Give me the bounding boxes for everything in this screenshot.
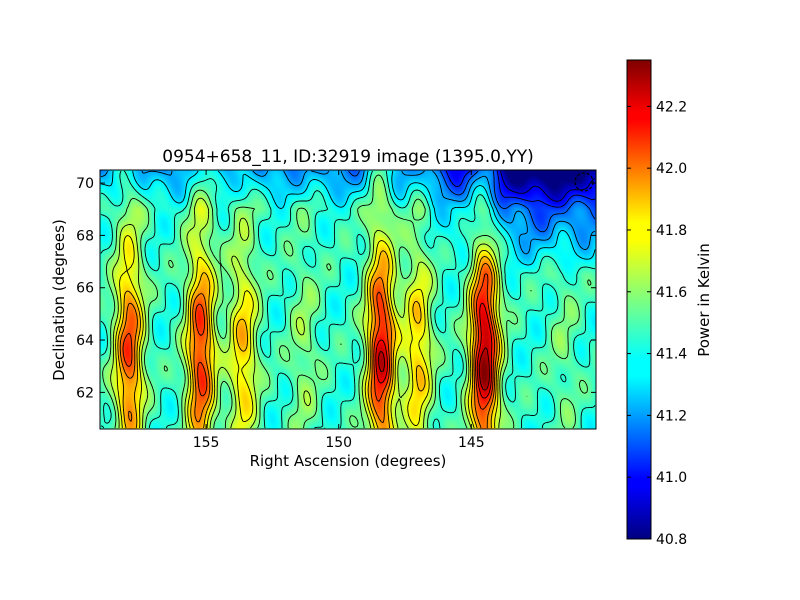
y-tick-label: 68 <box>76 228 94 244</box>
contour-line <box>115 235 503 429</box>
y-tick-label: 64 <box>76 333 94 349</box>
x-axis-label: Right Ascension (degrees) <box>250 452 447 470</box>
colorbar-tick-label: 41.0 <box>656 470 687 486</box>
x-tick-label: 145 <box>458 435 485 451</box>
contour-line <box>110 197 506 429</box>
colorbar-tick-label: 42.2 <box>656 99 687 115</box>
y-tick-label: 70 <box>76 176 94 192</box>
contour-line <box>445 170 596 208</box>
colorbar-gradient <box>626 59 652 540</box>
contour-line <box>100 170 596 266</box>
colorbar-tick-label: 41.8 <box>656 223 687 239</box>
contour-line <box>499 170 596 202</box>
x-tick-label: 150 <box>325 435 352 451</box>
colorbar-label: Power in Kelvin <box>695 243 713 357</box>
colorbar-tick-label: 42.0 <box>656 161 687 177</box>
contour-line <box>119 262 498 429</box>
colorbar-tick-label: 41.2 <box>656 408 687 424</box>
colorbar: 40.8 41.0 41.2 41.4 41.6 41.8 42.0 42.2 Power i… <box>626 59 713 548</box>
contour-line <box>375 302 493 399</box>
contour-line <box>378 347 490 391</box>
heatmap-image <box>100 170 596 429</box>
contour-line <box>122 273 496 410</box>
colorbar-tick-label: 41.4 <box>656 347 687 363</box>
contour-line <box>117 250 500 429</box>
beam-circle-marker <box>574 172 594 192</box>
colorbar-tick-label: 41.6 <box>656 285 687 301</box>
heatmap-raster <box>100 170 596 429</box>
contour-line <box>348 170 596 233</box>
plot-frame <box>99 169 597 430</box>
colorbar-tick-label: 40.8 <box>656 532 687 548</box>
colorbar-ticks: 40.8 41.0 41.2 41.4 41.6 41.8 42.0 42.2 <box>627 99 687 548</box>
y-axis-ticks: 62 64 66 68 70 <box>76 176 596 401</box>
contour-line <box>102 174 592 429</box>
chart-title: 0954+658_11, ID:32919 image (1395.0,YY) <box>162 147 534 167</box>
y-tick-label: 66 <box>76 281 94 297</box>
contour-line <box>100 170 596 429</box>
x-axis-ticks: 155 150 145 <box>193 170 485 451</box>
contour-lines <box>100 170 596 429</box>
y-tick-label: 62 <box>76 385 94 401</box>
x-tick-label: 155 <box>193 435 220 451</box>
y-axis-label: Declination (degrees) <box>50 219 68 381</box>
contour-line <box>100 170 596 255</box>
